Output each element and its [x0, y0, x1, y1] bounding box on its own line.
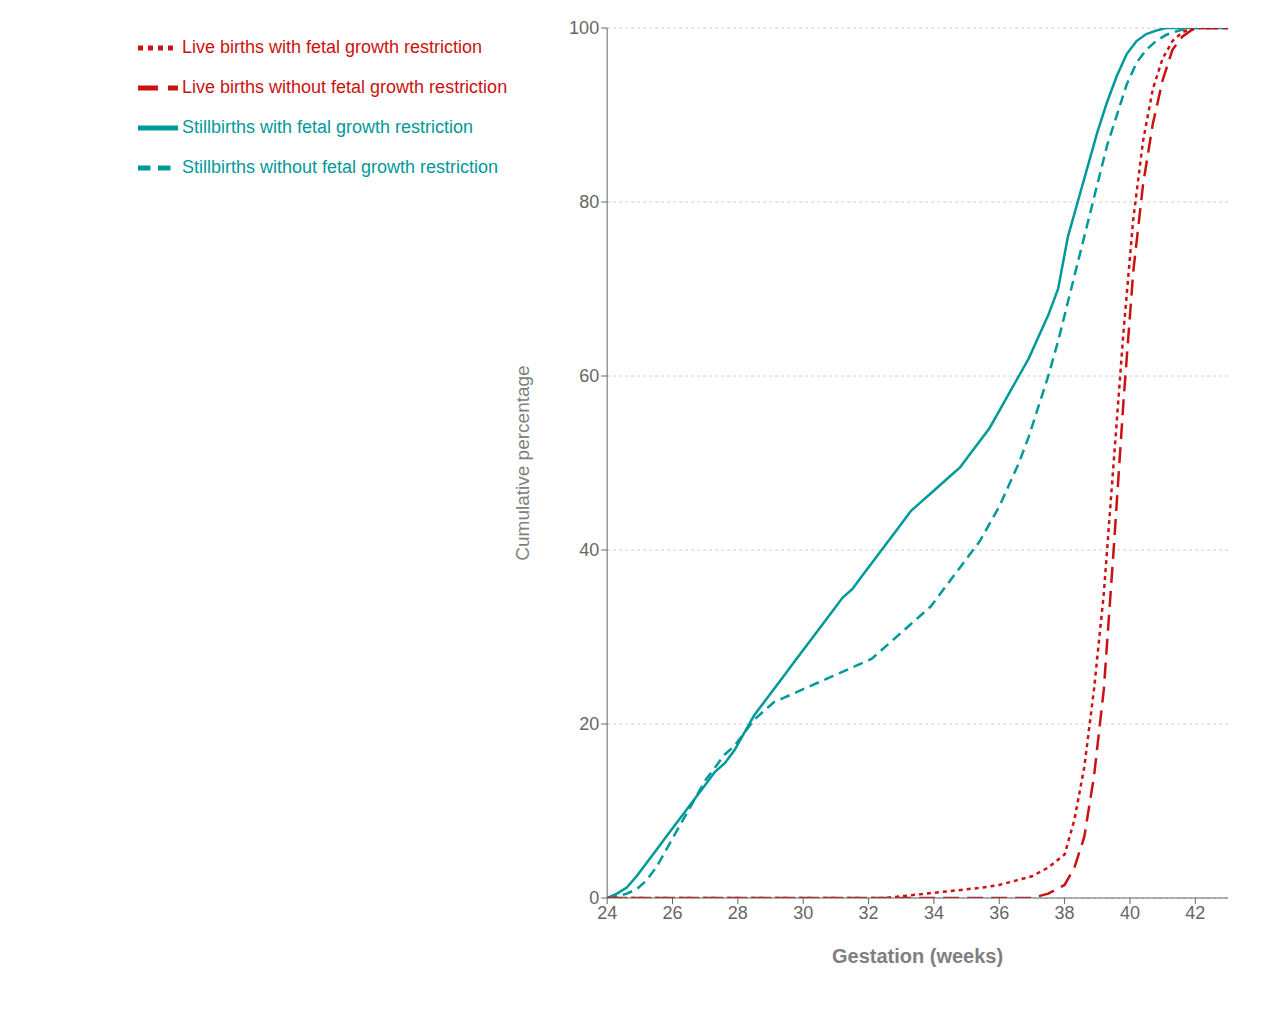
svg-text:26: 26	[662, 903, 682, 923]
svg-text:40: 40	[1120, 903, 1140, 923]
svg-text:24: 24	[597, 903, 617, 923]
svg-text:80: 80	[579, 192, 599, 212]
svg-text:30: 30	[793, 903, 813, 923]
svg-text:32: 32	[859, 903, 879, 923]
svg-text:0: 0	[589, 888, 599, 908]
svg-text:Gestation (weeks): Gestation (weeks)	[832, 945, 1003, 967]
svg-text:28: 28	[728, 903, 748, 923]
svg-text:38: 38	[1055, 903, 1075, 923]
svg-text:34: 34	[924, 903, 944, 923]
svg-text:100: 100	[569, 18, 599, 38]
html-text:Live births with fetal growth: Live births with fetal growth restrictio…	[182, 36, 483, 57]
svg-text:Cumulative percentage: Cumulative percentage	[512, 365, 533, 560]
svg-text:20: 20	[579, 714, 599, 734]
html-text:Stillbirths without fetal grow: Stillbirths without fetal growth restric…	[182, 156, 499, 177]
svg-text:36: 36	[989, 903, 1009, 923]
html-text:Live births without fetal grow: Live births without fetal growth restric…	[182, 76, 508, 97]
svg-text:60: 60	[579, 366, 599, 386]
svg-text:40: 40	[579, 540, 599, 560]
html-text:Stillbirths with fetal growth: Stillbirths with fetal growth restrictio…	[182, 116, 474, 137]
svg-text:42: 42	[1185, 903, 1205, 923]
